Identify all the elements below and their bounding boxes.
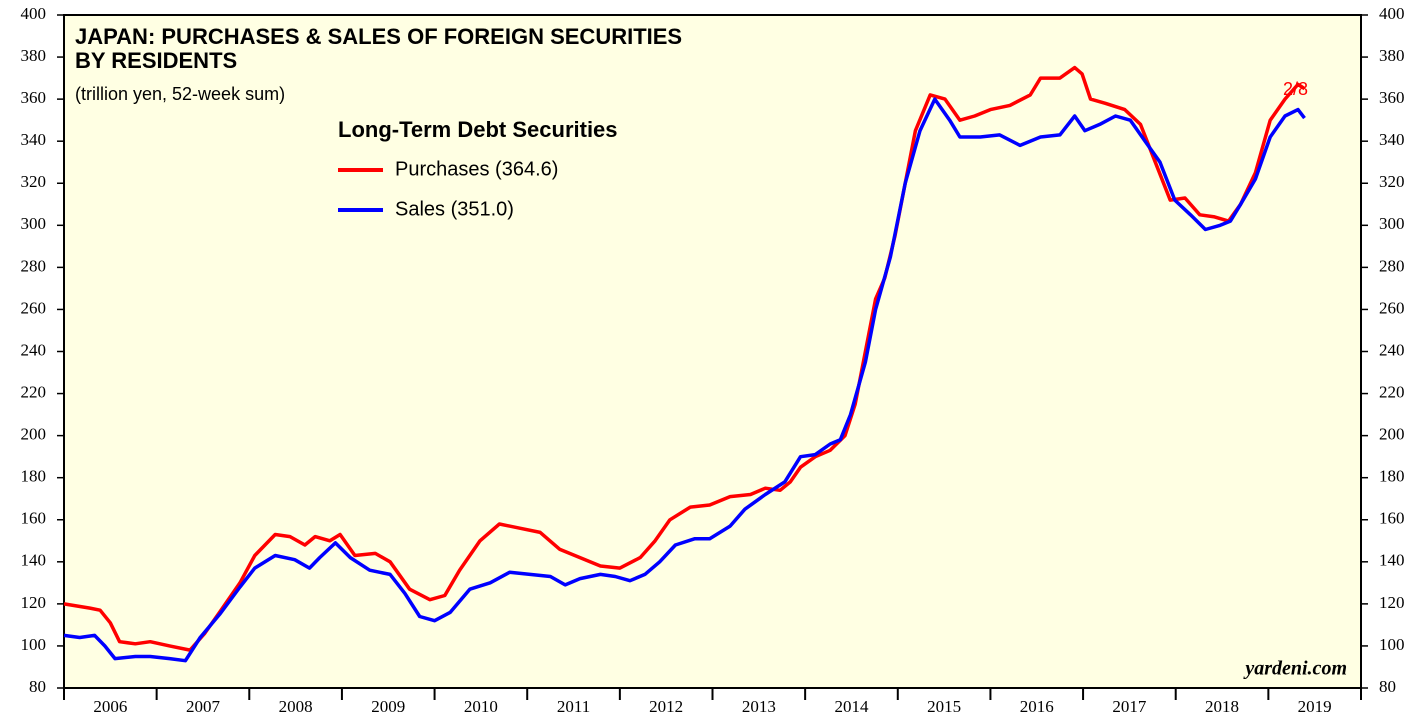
y2-tick-label: 160: [1379, 509, 1405, 528]
y-tick-label: 400: [21, 4, 47, 23]
y-tick-label: 100: [21, 635, 47, 654]
x-tick-label: 2015: [927, 697, 961, 716]
y2-tick-label: 340: [1379, 130, 1405, 149]
y2-tick-label: 100: [1379, 635, 1405, 654]
chart-title: JAPAN: PURCHASES & SALES OF FOREIGN SECU…: [75, 24, 682, 49]
y-tick-label: 260: [21, 298, 47, 317]
y-tick-label: 80: [29, 677, 46, 696]
y2-tick-label: 80: [1379, 677, 1396, 696]
x-tick-label: 2013: [742, 697, 776, 716]
x-tick-label: 2010: [464, 697, 498, 716]
y-tick-label: 200: [21, 425, 47, 444]
y-tick-label: 120: [21, 593, 47, 612]
y2-tick-label: 140: [1379, 551, 1405, 570]
y2-tick-label: 300: [1379, 214, 1405, 233]
x-tick-label: 2011: [557, 697, 590, 716]
y-tick-label: 240: [21, 340, 47, 359]
x-tick-label: 2017: [1112, 697, 1147, 716]
subtitle: (trillion yen, 52-week sum): [75, 84, 285, 104]
y2-tick-label: 400: [1379, 4, 1405, 23]
y2-tick-label: 120: [1379, 593, 1405, 612]
data-line: [63, 65, 1306, 652]
legend-title: Long-Term Debt Securities: [338, 117, 618, 142]
y2-tick-label: 280: [1379, 256, 1405, 275]
y-tick-label: 280: [21, 256, 47, 275]
y-tick-label: 320: [21, 172, 47, 191]
y-tick-label: 140: [21, 551, 47, 570]
x-tick-label: 2012: [649, 697, 683, 716]
x-tick-label: 2007: [186, 697, 221, 716]
y2-tick-label: 260: [1379, 298, 1405, 317]
x-tick-label: 2019: [1298, 697, 1332, 716]
y-tick-label: 160: [21, 509, 47, 528]
legend-label: Sales (351.0): [395, 198, 514, 220]
y2-tick-label: 380: [1379, 46, 1405, 65]
y-tick-label: 360: [21, 88, 47, 107]
x-tick-label: 2018: [1205, 697, 1239, 716]
y2-tick-label: 240: [1379, 340, 1405, 359]
y2-tick-label: 220: [1379, 382, 1405, 401]
y-tick-label: 220: [21, 382, 47, 401]
y-tick-label: 300: [21, 214, 47, 233]
y-tick-label: 180: [21, 467, 47, 486]
legend-label: Purchases (364.6): [395, 158, 558, 180]
x-tick-label: 2014: [834, 697, 869, 716]
x-tick-label: 2016: [1020, 697, 1054, 716]
y2-tick-label: 200: [1379, 425, 1405, 444]
data-line: [63, 97, 1306, 663]
y2-tick-label: 180: [1379, 467, 1405, 486]
y2-tick-label: 320: [1379, 172, 1405, 191]
plot-area: [63, 14, 1362, 689]
source: yardeni.com: [1243, 658, 1347, 680]
x-tick-label: 2009: [371, 697, 405, 716]
chart-title: BY RESIDENTS: [75, 48, 237, 73]
y-tick-label: 380: [21, 46, 47, 65]
x-tick-label: 2006: [93, 697, 127, 716]
x-tick-label: 2008: [279, 697, 313, 716]
y-tick-label: 340: [21, 130, 47, 149]
y2-tick-label: 360: [1379, 88, 1405, 107]
